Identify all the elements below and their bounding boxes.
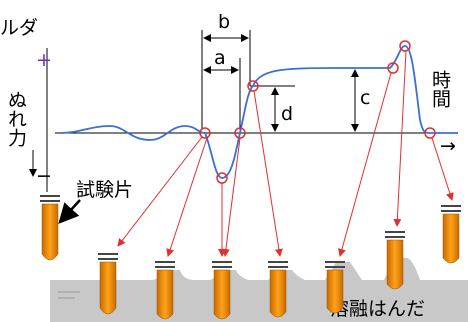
y-label: ぬれ力	[5, 90, 27, 147]
red-arrows	[118, 51, 452, 256]
minus: −	[36, 165, 52, 187]
curve-points	[200, 41, 435, 183]
x-label: 時間	[429, 70, 451, 108]
label-a: a	[214, 47, 226, 69]
specimen-arrow	[60, 200, 80, 222]
wetting-diagram: ルダ 溶融はんだ + − ぬれ力 時間 → b a	[0, 0, 468, 322]
solder-label: 溶融はんだ	[330, 298, 425, 320]
label-b: b	[218, 11, 230, 33]
specimen-label: 試験片	[76, 179, 133, 201]
label-c: c	[360, 87, 370, 109]
x-arrow: →	[440, 135, 456, 157]
label-d: d	[281, 103, 293, 125]
title: ルダ	[0, 17, 38, 39]
plus: +	[36, 49, 52, 71]
dimension-lines	[202, 30, 355, 131]
